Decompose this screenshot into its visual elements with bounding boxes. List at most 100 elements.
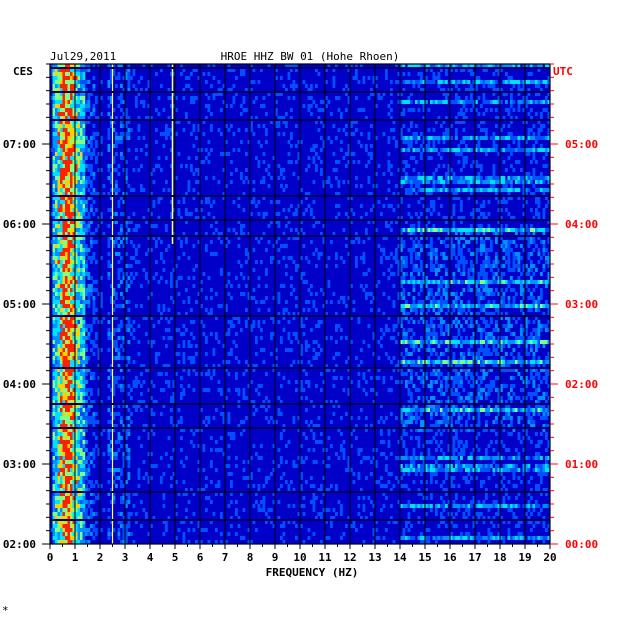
spectrogram-cell <box>80 256 83 260</box>
spectrogram-cell <box>515 116 518 120</box>
spectrogram-cell <box>100 96 103 100</box>
spectrogram-cell <box>450 168 453 172</box>
spectrogram-cell <box>482 360 486 364</box>
spectrogram-cell <box>62 336 66 340</box>
spectrogram-cell <box>530 364 533 368</box>
spectrogram-cell <box>75 264 78 268</box>
spectrogram-cell <box>142 100 146 104</box>
spectrogram-cell <box>217 80 221 84</box>
spectrogram-cell <box>65 340 68 344</box>
spectrogram-cell <box>250 328 253 332</box>
spectrogram-cell <box>432 184 436 188</box>
spectrogram-cell <box>480 360 483 364</box>
spectrogram-cell <box>400 244 403 248</box>
spectrogram-cell <box>255 116 258 120</box>
spectrogram-cell <box>472 332 476 336</box>
spectrogram-cell <box>535 368 538 372</box>
spectrogram-cell <box>60 88 63 92</box>
spectrogram-cell <box>167 336 171 340</box>
spectrogram-cell <box>482 96 486 100</box>
spectrogram-cell <box>415 132 418 136</box>
spectrogram-cell <box>480 280 483 284</box>
spectrogram-cell <box>410 224 413 228</box>
spectrogram-cell <box>55 224 58 228</box>
spectrogram-cell <box>375 184 378 188</box>
spectrogram-cell <box>75 284 78 288</box>
spectrogram-cell <box>402 256 406 260</box>
spectrogram-cell <box>177 276 181 280</box>
spectrogram-cell <box>67 196 71 200</box>
spectrogram-cell <box>442 184 446 188</box>
spectrogram-cell <box>57 376 61 380</box>
spectrogram-cell <box>412 148 416 152</box>
spectrogram-cell <box>445 284 448 288</box>
spectrogram-cell <box>447 304 451 308</box>
spectrogram-cell <box>415 360 418 364</box>
spectrogram-cell <box>530 304 533 308</box>
spectrogram-cell <box>365 144 368 148</box>
spectrogram-cell <box>282 132 286 136</box>
spectrogram-cell <box>287 64 291 68</box>
spectrogram-cell <box>467 300 471 304</box>
spectrogram-cell <box>187 300 191 304</box>
spectrogram-cell <box>62 232 66 236</box>
spectrogram-cell <box>477 76 481 80</box>
spectrogram-cell <box>415 148 418 152</box>
spectrogram-cell <box>295 144 298 148</box>
spectrogram-cell <box>347 160 351 164</box>
spectrogram-cell <box>420 80 423 84</box>
spectrogram-cell <box>425 80 428 84</box>
spectrogram-cell <box>547 368 551 372</box>
spectrogram-cell <box>530 332 533 336</box>
spectrogram-cell <box>107 276 111 280</box>
spectrogram-cell <box>307 308 311 312</box>
spectrogram-cell <box>210 312 213 316</box>
spectrogram-cell <box>77 340 81 344</box>
spectrogram-cell <box>300 348 303 352</box>
spectrogram-cell <box>395 80 398 84</box>
spectrogram-cell <box>230 352 233 356</box>
spectrogram-cell <box>67 284 71 288</box>
spectrogram-cell <box>62 76 66 80</box>
spectrogram-cell <box>487 84 491 88</box>
spectrogram-cell <box>505 64 508 68</box>
spectrogram-cell <box>540 128 543 132</box>
spectrogram-cell <box>237 220 241 224</box>
spectrogram-cell <box>387 204 391 208</box>
spectrogram-cell <box>77 236 81 240</box>
spectrogram-cell <box>505 260 508 264</box>
spectrogram-cell <box>300 220 303 224</box>
spectrogram-cell <box>170 216 173 220</box>
spectrogram-cell <box>67 104 71 108</box>
spectrogram-cell <box>530 276 533 280</box>
spectrogram-cell <box>65 128 68 132</box>
spectrogram-cell <box>417 240 421 244</box>
spectrogram-cell <box>422 360 426 364</box>
spectrogram-cell <box>425 208 428 212</box>
spectrogram-cell <box>442 100 446 104</box>
spectrogram-cell <box>402 276 406 280</box>
spectrogram-cell <box>545 196 548 200</box>
spectrogram-cell <box>385 220 388 224</box>
spectrogram-cell <box>250 212 253 216</box>
spectrogram-cell <box>522 248 526 252</box>
spectrogram-cell <box>477 276 481 280</box>
spectrogram-cell <box>75 328 78 332</box>
spectrogram-cell <box>192 172 196 176</box>
spectrogram-cell <box>77 180 81 184</box>
spectrogram-cell <box>212 368 216 372</box>
spectrogram-cell <box>165 372 168 376</box>
spectrogram-cell <box>85 204 88 208</box>
spectrogram-cell <box>470 84 473 88</box>
spectrogram-cell <box>497 188 501 192</box>
spectrogram-cell <box>280 340 283 344</box>
spectrogram-cell <box>477 348 481 352</box>
spectrogram-cell <box>312 300 316 304</box>
spectrogram-cell <box>137 224 141 228</box>
spectrogram-cell <box>147 80 151 84</box>
spectrogram-cell <box>177 212 181 216</box>
spectrogram-cell <box>250 200 253 204</box>
spectrogram-cell <box>65 292 68 296</box>
spectrogram-cell <box>192 144 196 148</box>
spectrogram-cell <box>50 96 53 100</box>
